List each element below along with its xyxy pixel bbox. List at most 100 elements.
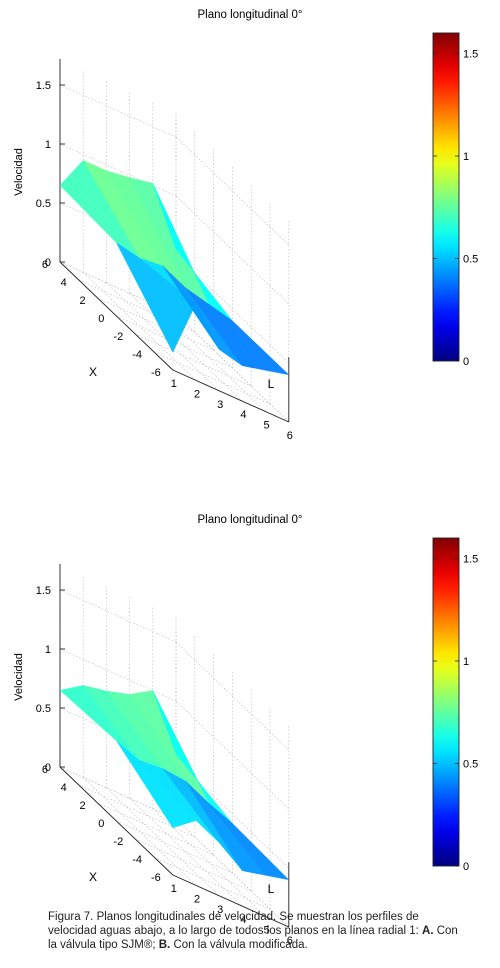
surface-patch xyxy=(185,781,267,876)
surface-patch xyxy=(209,803,290,881)
l-tick-label: 6 xyxy=(287,430,293,440)
colorbar-tick-label: 0.5 xyxy=(463,254,478,266)
grid-line xyxy=(129,292,243,402)
l-tick-label: 1 xyxy=(171,883,177,895)
x-tick-label: -6 xyxy=(151,367,161,379)
surface-plot-b: 00.511.5-6-4-20246123456VelocidadXL00.51… xyxy=(13,537,478,945)
x-tick-label: 2 xyxy=(79,295,85,307)
grid-line xyxy=(106,787,220,897)
axis-line xyxy=(172,369,289,423)
z-tick-label: 1 xyxy=(45,139,51,151)
surface xyxy=(59,159,290,376)
l-tick-label: 1 xyxy=(171,378,177,390)
colorbar-tick-label: 1.5 xyxy=(463,554,478,566)
axis-line xyxy=(172,874,289,928)
chart-panel-b: Plano longitudinal 0° 0 0.5 1 1.5 -6 -4 -2 0 2 4 6… xyxy=(0,505,500,945)
grid-line xyxy=(78,784,195,838)
l-axis-label: L xyxy=(268,882,275,896)
chart-title: Plano longitudinal 0° xyxy=(197,9,303,21)
z-tick-label: 1.5 xyxy=(36,585,51,597)
grid-line xyxy=(59,143,177,197)
grid-line xyxy=(153,856,271,910)
colorbar-tick-label: 0 xyxy=(463,861,469,873)
grid-line xyxy=(59,648,177,702)
z-tick-label: 0 xyxy=(45,257,51,269)
grid-line xyxy=(129,797,243,907)
surface-patch xyxy=(185,288,267,371)
colorbar-gradient xyxy=(432,32,460,362)
z-tick-label: 0.5 xyxy=(36,703,51,715)
grid-line xyxy=(153,351,271,405)
z-tick-label: 0.5 xyxy=(36,198,51,210)
caption-text: Planos longitudinales de velocidad. Se m… xyxy=(48,911,423,937)
l-tick-label: 4 xyxy=(240,914,246,926)
x-tick-label: 6 xyxy=(42,259,48,271)
grid-line xyxy=(175,641,290,751)
grid-line xyxy=(116,820,233,874)
grid-line xyxy=(175,195,290,305)
grid-line xyxy=(175,136,290,246)
colorbar: 0 0.5 1 1.5 xyxy=(432,32,478,368)
l-tick-label: 4 xyxy=(240,409,246,421)
colorbar-tick-label: 0 xyxy=(463,356,469,368)
x-tick-label: 4 xyxy=(61,277,67,289)
l-axis-label: L xyxy=(268,377,275,391)
chart-panel-a: Plano longitudinal 0° 0 0.5 1 1.5 -6 -4 -2 0 2 4 6… xyxy=(0,0,500,440)
l-tick-label: 2 xyxy=(194,893,200,905)
x-tick-label: 6 xyxy=(42,764,48,776)
axis-line xyxy=(59,261,174,371)
z-tick-label: 1 xyxy=(45,644,51,656)
caption-b-text: Con la válvula modificada. xyxy=(170,939,308,951)
chart-title: Plano longitudinal 0° xyxy=(197,514,303,526)
x-axis-label: X xyxy=(89,870,97,884)
colorbar-tick-label: 1.5 xyxy=(463,49,478,61)
x-tick-label: 4 xyxy=(61,782,67,794)
x-tick-label: -4 xyxy=(132,854,142,866)
grid-line xyxy=(175,254,290,364)
l-tick-label: 5 xyxy=(264,420,270,432)
grid-line xyxy=(106,282,220,392)
l-tick-label: 6 xyxy=(287,935,293,945)
x-tick-label: 0 xyxy=(98,313,104,325)
colorbar-tick-label: 0.5 xyxy=(463,759,478,771)
colorbar-tick-label: 1 xyxy=(463,656,469,668)
x-tick-label: -4 xyxy=(132,349,142,361)
surface xyxy=(59,685,290,881)
grid-line xyxy=(175,700,290,810)
caption-b-label: B. xyxy=(158,939,171,951)
caption-a-label: A. xyxy=(422,925,434,937)
colorbar: 0 0.5 1 1.5 xyxy=(432,537,478,873)
grid-line xyxy=(59,84,177,138)
grid-line xyxy=(97,802,214,856)
z-axis-label: Velocidad xyxy=(13,148,25,196)
x-axis-label: X xyxy=(89,365,97,379)
l-tick-label: 3 xyxy=(217,904,223,916)
grid-line xyxy=(59,766,177,820)
z-tick-label: 1.5 xyxy=(36,80,51,92)
l-tick-label: 2 xyxy=(194,388,200,400)
x-tick-label: -6 xyxy=(151,872,161,884)
caption-a-text: Con la válvula tipo SJM®; xyxy=(48,925,458,951)
z-axis-label: Velocidad xyxy=(13,653,25,701)
figure-caption: Figura 7. Planos longitudinales de veloc… xyxy=(48,910,468,952)
x-tick-label: 2 xyxy=(79,800,85,812)
axis-line xyxy=(59,766,174,876)
x-tick-label: -2 xyxy=(113,836,123,848)
colorbar-tick-label: 1 xyxy=(463,151,469,163)
x-tick-label: 0 xyxy=(98,818,104,830)
z-tick-label: 0 xyxy=(45,762,51,774)
l-tick-label: 5 xyxy=(264,925,270,937)
caption-label: Figura 7. xyxy=(48,911,94,923)
surface-patch xyxy=(209,304,290,376)
l-tick-label: 3 xyxy=(217,399,223,411)
grid-line xyxy=(59,589,177,643)
grid-line xyxy=(135,333,252,387)
grid-line xyxy=(97,297,214,351)
surface-plot-a: 00.511.5-6-4-20246123456VelocidadXL00.51… xyxy=(13,32,478,440)
x-tick-label: -2 xyxy=(113,331,123,343)
colorbar-gradient xyxy=(432,537,460,867)
grid-line xyxy=(175,759,290,869)
grid-line xyxy=(135,838,252,892)
